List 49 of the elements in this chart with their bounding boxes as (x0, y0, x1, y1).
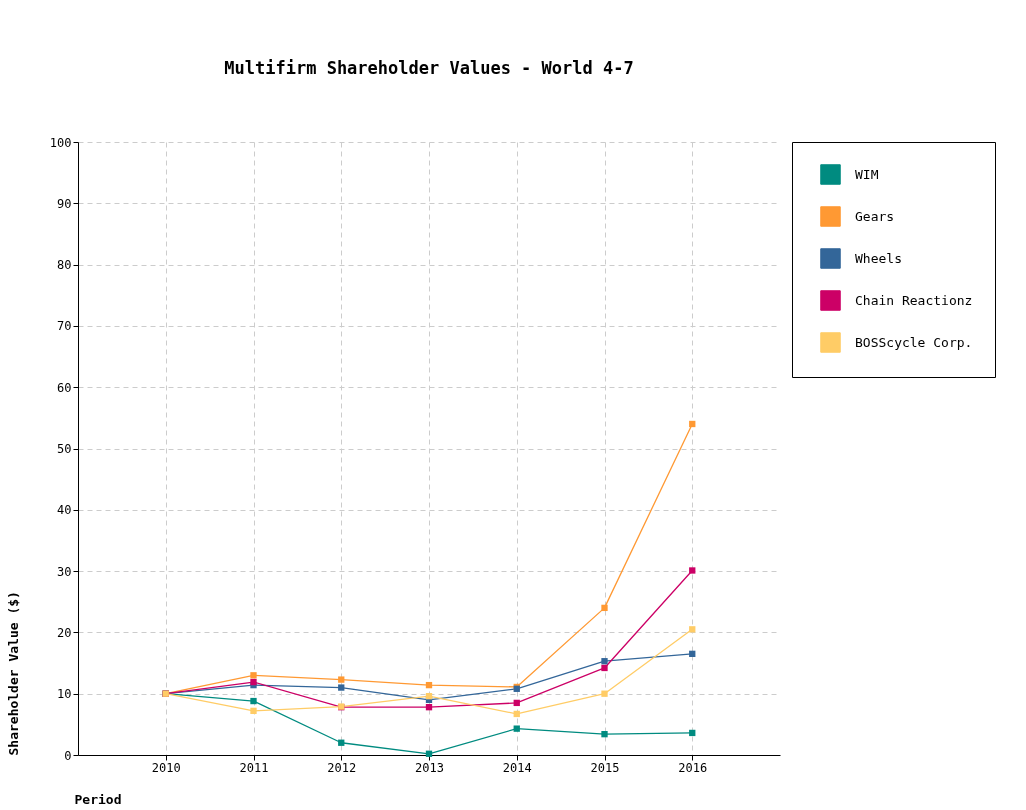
point (513, 725, 520, 732)
y-tick-label: 0 (64, 748, 72, 763)
point (425, 750, 433, 757)
point (601, 731, 608, 738)
x-tick-label: 2014 (502, 760, 532, 775)
legend-label: BOSScycle Corp. (855, 334, 973, 350)
x-axis-title: Period (74, 791, 122, 807)
y-tick-label: 70 (57, 319, 72, 334)
chart-title: Multifirm Shareholder Values - World 4-7 (224, 58, 634, 78)
y-tick-label: 60 (57, 380, 72, 395)
point (689, 420, 696, 428)
y-tick-label: 10 (57, 687, 72, 702)
point (338, 739, 345, 746)
y-tick-label: 30 (57, 564, 72, 579)
legend-label: Chain Reactionz (855, 292, 973, 308)
y-tick-label: 50 (57, 442, 72, 456)
y-tick-label: 100 (49, 135, 72, 150)
point (601, 658, 608, 665)
y-tick-label: 90 (57, 196, 72, 211)
point (250, 697, 257, 705)
point (250, 672, 257, 679)
y-tick-label: 20 (57, 625, 72, 640)
y-axis-title: Shareholder Value ($) (5, 591, 21, 756)
point (689, 567, 696, 574)
x-tick-label: 2011 (239, 760, 269, 775)
x-tick-label: 2013 (415, 760, 444, 775)
point (338, 676, 345, 683)
point (338, 684, 345, 691)
point (250, 707, 257, 715)
point (601, 690, 608, 697)
point (601, 664, 608, 672)
x-tick-label: 2015 (590, 760, 620, 775)
legend-label: WIM (855, 166, 879, 182)
point (425, 704, 433, 711)
y-tick-label: 40 (57, 503, 72, 518)
point (425, 681, 433, 689)
point (689, 650, 696, 658)
point (689, 626, 696, 633)
legend-label: Wheels (855, 250, 902, 266)
point (513, 710, 520, 718)
x-tick-label: 2012 (327, 760, 357, 775)
point (689, 729, 696, 737)
x-tick-label: 2010 (151, 760, 181, 775)
point (513, 699, 520, 707)
y-tick-label: 80 (57, 258, 72, 273)
point (601, 604, 608, 612)
legend-label: Gears (855, 208, 895, 224)
x-tick-label: 2016 (678, 760, 708, 775)
point (425, 692, 433, 700)
